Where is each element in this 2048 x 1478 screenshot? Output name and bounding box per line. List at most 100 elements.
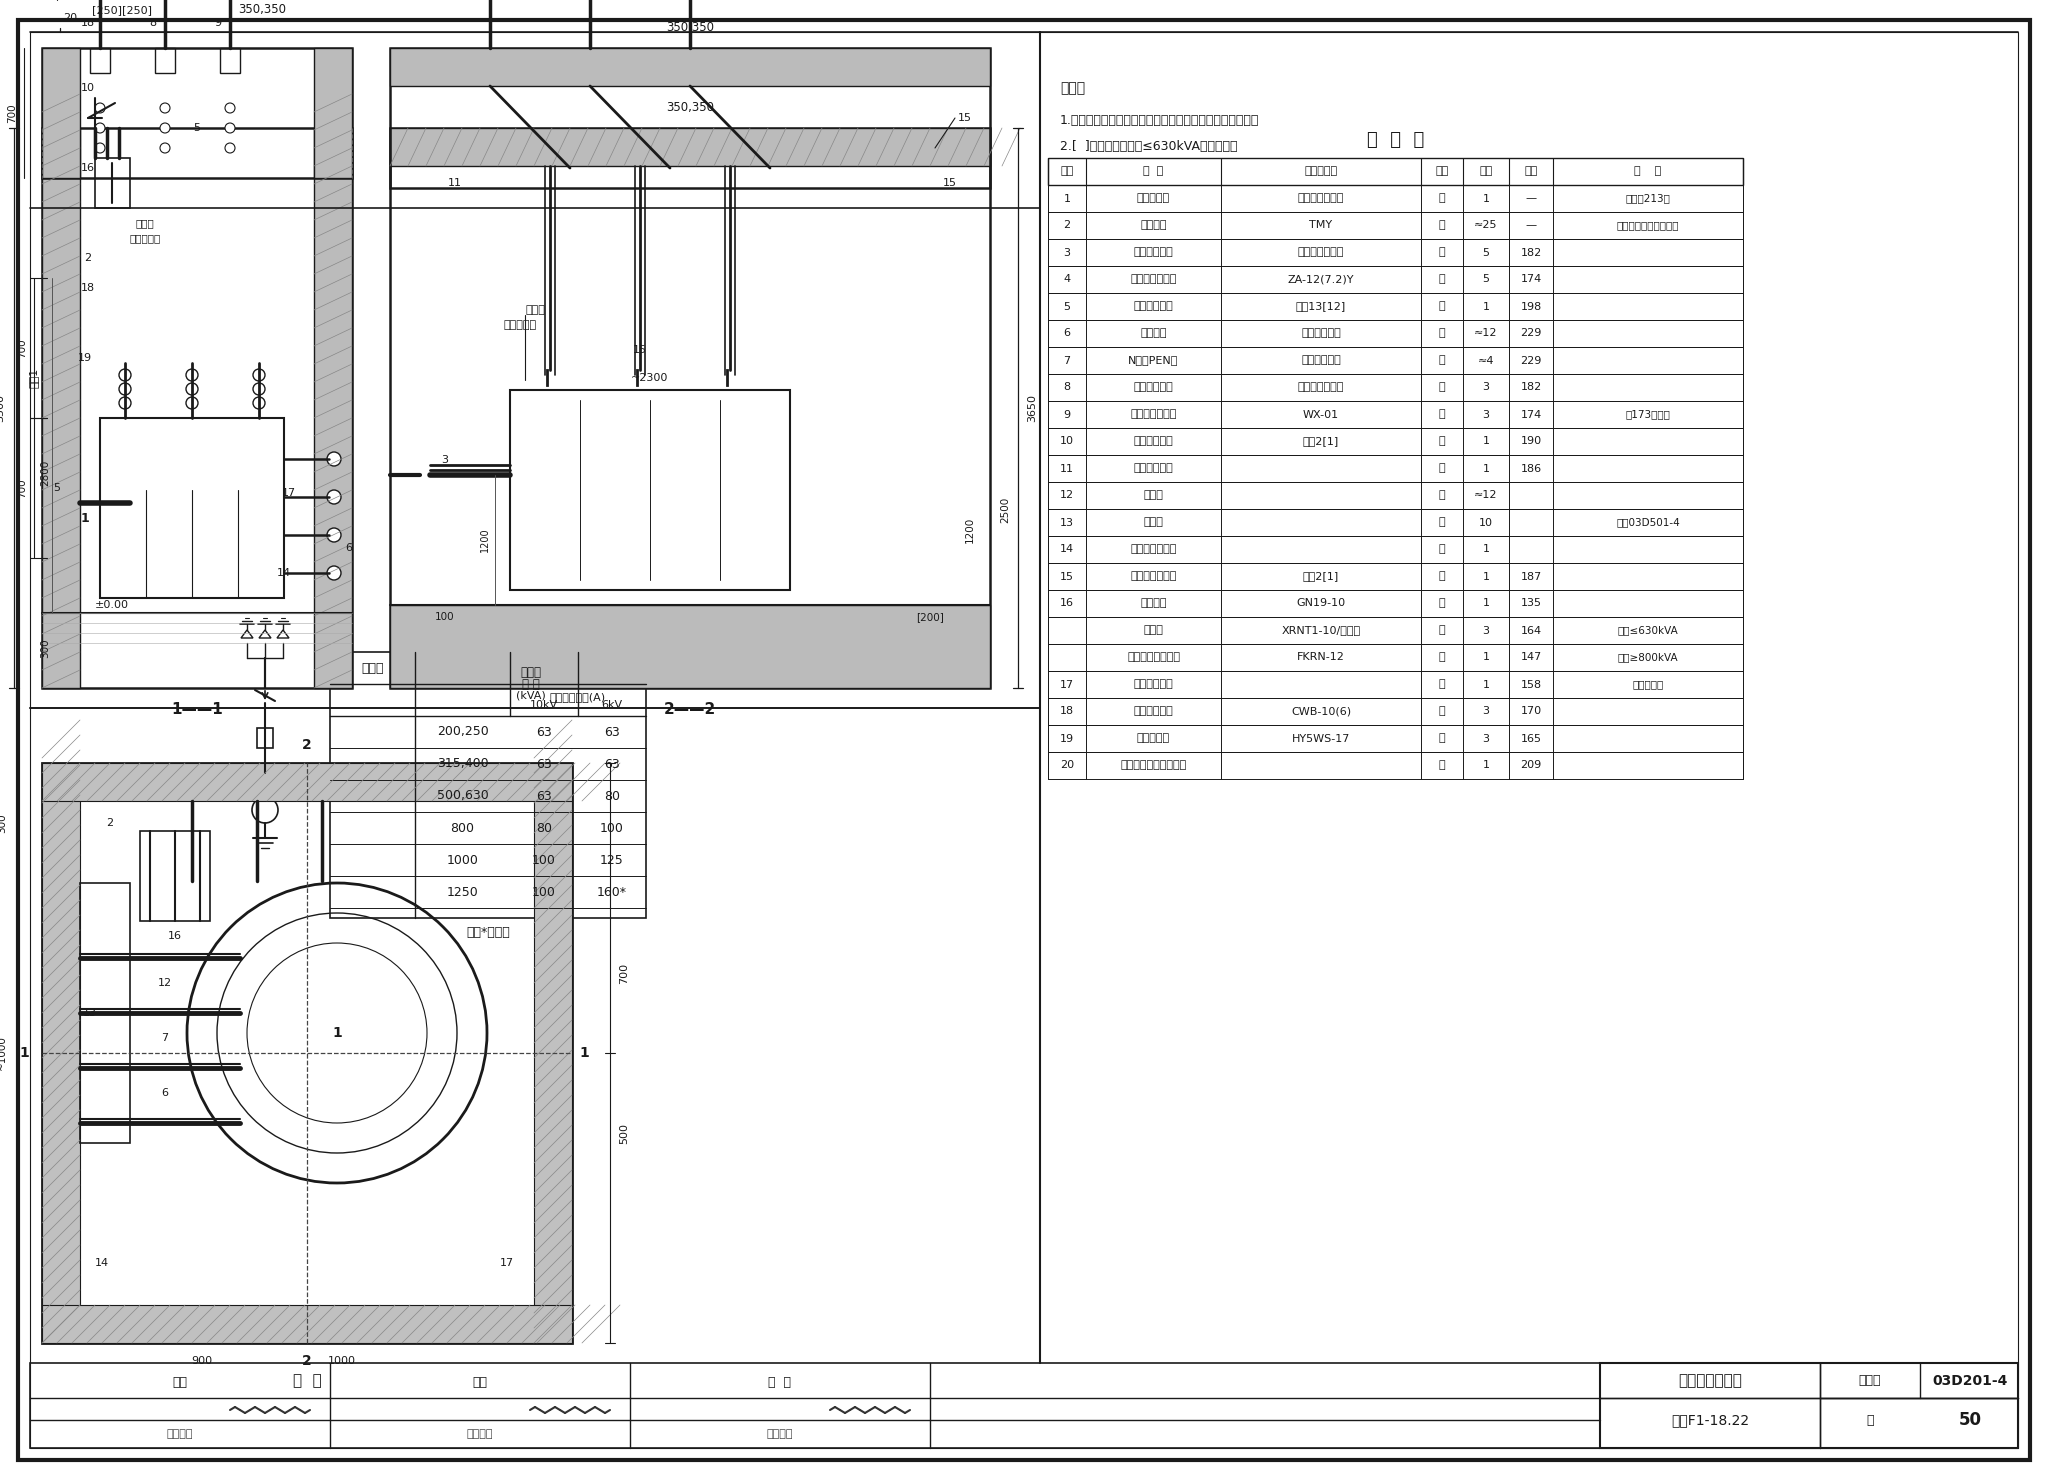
Text: 个: 个 — [1438, 517, 1446, 528]
Text: 229: 229 — [1520, 356, 1542, 365]
Text: 15: 15 — [958, 112, 973, 123]
Text: 1000: 1000 — [328, 1355, 356, 1366]
Text: 接地见213页: 接地见213页 — [1626, 194, 1671, 204]
Text: 16: 16 — [1061, 599, 1073, 609]
Bar — [389, 47, 989, 188]
Circle shape — [225, 103, 236, 112]
Text: 200,250: 200,250 — [436, 726, 487, 739]
Text: 高压避雷器: 高压避雷器 — [1137, 733, 1169, 743]
Text: 见附录（四）: 见附录（四） — [1300, 356, 1341, 365]
Text: 个: 个 — [1438, 436, 1446, 446]
Text: 100: 100 — [434, 612, 455, 622]
Text: 187: 187 — [1520, 572, 1542, 581]
Text: 校对签名: 校对签名 — [467, 1429, 494, 1440]
Text: 800: 800 — [451, 822, 475, 835]
Text: —: — — [1526, 220, 1536, 231]
Text: 300: 300 — [41, 638, 49, 658]
Text: 3500: 3500 — [0, 395, 4, 423]
Text: 1: 1 — [1063, 194, 1071, 204]
Text: 1200: 1200 — [479, 528, 489, 553]
Text: 低压母线: 低压母线 — [1141, 328, 1167, 338]
Bar — [94, 158, 129, 208]
Text: 174: 174 — [1520, 275, 1542, 284]
Text: 付: 付 — [1438, 464, 1446, 473]
Text: 5: 5 — [193, 123, 201, 133]
Text: 1: 1 — [1483, 652, 1489, 662]
Text: (kVA): (kVA) — [516, 690, 545, 701]
Text: 17: 17 — [1061, 680, 1073, 690]
Circle shape — [186, 383, 199, 395]
Text: 15: 15 — [942, 177, 956, 188]
Text: 63: 63 — [537, 789, 551, 803]
Text: 1: 1 — [1483, 436, 1489, 446]
Text: 注：*为双拼: 注：*为双拼 — [467, 927, 510, 940]
Text: 数量: 数量 — [1479, 167, 1493, 176]
Text: 13: 13 — [84, 1008, 96, 1018]
Text: 8: 8 — [150, 18, 156, 28]
Bar — [1049, 321, 1743, 347]
Text: 3: 3 — [442, 455, 449, 466]
Bar — [1049, 482, 1743, 508]
Text: 低压母线夹板: 低压母线夹板 — [1135, 464, 1174, 473]
Text: 2.[  ]内数字用于容量≤630kVA的变压器。: 2.[ ]内数字用于容量≤630kVA的变压器。 — [1061, 139, 1237, 152]
Bar — [313, 47, 352, 177]
Circle shape — [94, 143, 104, 154]
Bar — [1049, 508, 1743, 537]
Text: 18: 18 — [82, 282, 94, 293]
Text: ~1000: ~1000 — [0, 1036, 6, 1070]
Text: 2: 2 — [106, 817, 113, 828]
Text: 14: 14 — [276, 568, 291, 578]
Bar — [43, 763, 80, 1344]
Text: 147: 147 — [1520, 652, 1542, 662]
Text: 接地线: 接地线 — [1143, 491, 1163, 501]
Text: 型号及规格: 型号及规格 — [1305, 167, 1337, 176]
Text: 50: 50 — [1958, 1411, 1982, 1429]
Text: 16: 16 — [82, 163, 94, 173]
Text: 3650: 3650 — [1026, 395, 1036, 423]
Bar — [1049, 347, 1743, 374]
Bar — [389, 605, 989, 687]
Text: 1250: 1250 — [446, 885, 479, 899]
Circle shape — [254, 398, 264, 409]
Text: 10kV: 10kV — [530, 699, 557, 709]
Text: 19: 19 — [78, 353, 92, 364]
Text: 7: 7 — [162, 1033, 168, 1043]
Bar — [100, 418, 285, 599]
Text: 190: 190 — [1520, 436, 1542, 446]
Bar — [43, 763, 571, 801]
Text: 隔离开关: 隔离开关 — [1141, 599, 1167, 609]
Text: 209: 209 — [1520, 761, 1542, 770]
Text: 1: 1 — [1483, 544, 1489, 554]
Text: 16: 16 — [168, 931, 182, 941]
Text: 个: 个 — [1438, 409, 1446, 420]
Text: 10: 10 — [82, 83, 94, 93]
Text: 12: 12 — [158, 978, 172, 987]
Text: 12: 12 — [1061, 491, 1073, 501]
Text: 164: 164 — [1520, 625, 1542, 636]
Text: 10: 10 — [1061, 436, 1073, 446]
Text: 500: 500 — [618, 1122, 629, 1144]
Text: 2: 2 — [303, 738, 311, 752]
Text: 1: 1 — [1483, 572, 1489, 581]
Bar — [43, 129, 352, 687]
Text: 低压母线穿墙板: 低压母线穿墙板 — [1130, 572, 1178, 581]
Text: 按母线截面确定: 按母线截面确定 — [1298, 383, 1343, 393]
Bar — [1049, 293, 1743, 321]
Text: 校对: 校对 — [473, 1376, 487, 1389]
Text: ≈4: ≈4 — [1479, 356, 1495, 365]
Text: 100: 100 — [532, 853, 555, 866]
Circle shape — [119, 398, 131, 409]
Text: 按母线截面确定: 按母线截面确定 — [1298, 247, 1343, 257]
Text: 平  面: 平 面 — [293, 1373, 322, 1388]
Text: 700: 700 — [16, 479, 27, 498]
Text: 熔断器: 熔断器 — [1143, 625, 1163, 636]
Text: 套: 套 — [1438, 761, 1446, 770]
Text: 台: 台 — [1438, 680, 1446, 690]
Text: 500,630: 500,630 — [436, 789, 487, 803]
Text: 63: 63 — [604, 726, 621, 739]
Text: 03D201-4: 03D201-4 — [1933, 1375, 2007, 1388]
Text: 7: 7 — [1063, 356, 1071, 365]
Bar — [43, 763, 571, 1344]
Text: 付: 付 — [1438, 247, 1446, 257]
Text: 1200: 1200 — [965, 517, 975, 542]
